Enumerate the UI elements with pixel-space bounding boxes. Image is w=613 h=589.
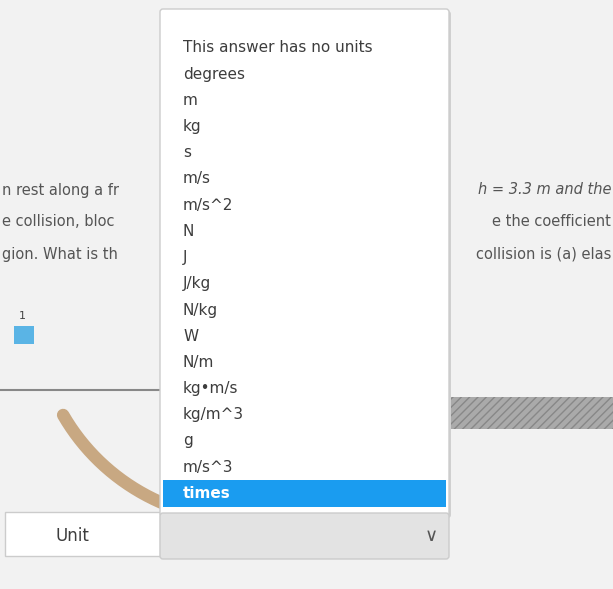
Text: e the coefficient: e the coefficient bbox=[492, 214, 611, 230]
Text: kg•m/s: kg•m/s bbox=[183, 381, 238, 396]
Text: m/s: m/s bbox=[183, 171, 211, 187]
Text: Unit: Unit bbox=[55, 527, 89, 545]
Text: n rest along a fr: n rest along a fr bbox=[2, 183, 119, 197]
Text: s: s bbox=[183, 145, 191, 160]
Text: J/kg: J/kg bbox=[183, 276, 211, 292]
Text: J: J bbox=[183, 250, 188, 265]
Text: times: times bbox=[183, 486, 230, 501]
Text: m/s^2: m/s^2 bbox=[183, 198, 234, 213]
FancyBboxPatch shape bbox=[160, 9, 449, 516]
Text: h = 3.3 m and the: h = 3.3 m and the bbox=[478, 183, 611, 197]
Text: N: N bbox=[183, 224, 194, 239]
Text: collision is (a) elas: collision is (a) elas bbox=[476, 247, 611, 262]
Text: W: W bbox=[183, 329, 198, 344]
Bar bbox=[14, 326, 34, 344]
Text: m/s^3: m/s^3 bbox=[183, 459, 234, 475]
Text: e collision, bloc: e collision, bloc bbox=[2, 214, 115, 230]
Bar bbox=[5, 512, 160, 556]
Text: degrees: degrees bbox=[183, 67, 245, 82]
FancyBboxPatch shape bbox=[162, 11, 451, 518]
Text: kg/m^3: kg/m^3 bbox=[183, 408, 244, 422]
Text: kg: kg bbox=[183, 119, 202, 134]
Text: N/m: N/m bbox=[183, 355, 215, 370]
Bar bbox=[163, 480, 446, 507]
Text: N/kg: N/kg bbox=[183, 303, 218, 317]
Text: 1: 1 bbox=[18, 311, 26, 321]
Text: ∨: ∨ bbox=[424, 527, 438, 545]
FancyBboxPatch shape bbox=[160, 513, 449, 559]
Bar bbox=[444, 397, 613, 429]
Text: g: g bbox=[183, 434, 192, 448]
Text: m: m bbox=[183, 93, 198, 108]
Text: gion. What is th: gion. What is th bbox=[2, 247, 118, 262]
Text: This answer has no units: This answer has no units bbox=[183, 41, 373, 55]
